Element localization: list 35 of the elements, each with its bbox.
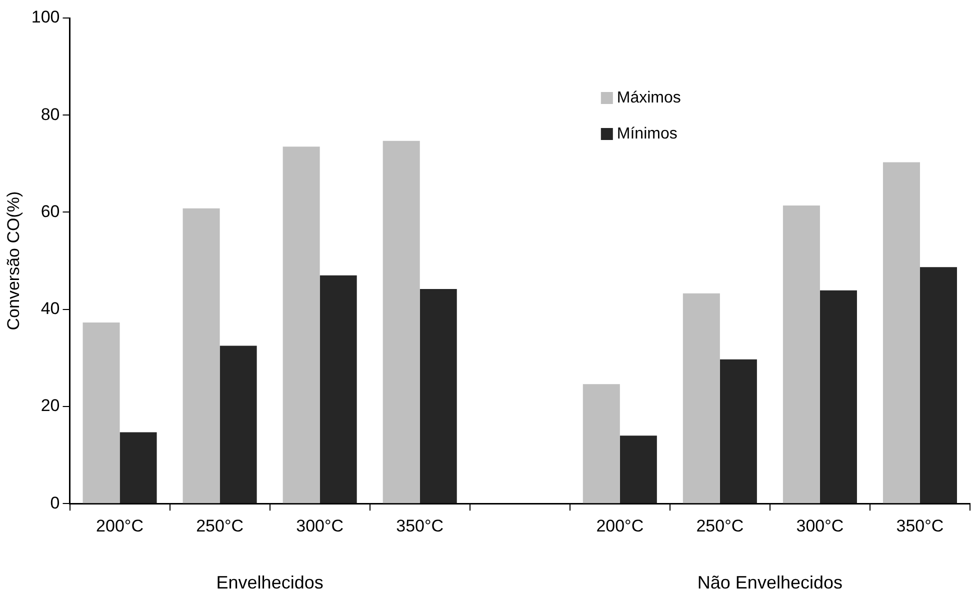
bar bbox=[82, 322, 120, 504]
y-axis-title: Conversão CO(%) bbox=[4, 191, 23, 330]
x-tick-label: 350°C bbox=[896, 516, 944, 536]
bar bbox=[282, 146, 320, 504]
y-tick-label: 80 bbox=[40, 104, 60, 124]
bar bbox=[820, 290, 857, 504]
legend-label: Mínimos bbox=[616, 125, 678, 142]
y-tick-label: 40 bbox=[40, 299, 60, 318]
bar bbox=[120, 432, 157, 504]
x-tick-label: 250°C bbox=[696, 516, 744, 536]
x-tick-label: 300°C bbox=[296, 516, 344, 536]
bar bbox=[720, 359, 757, 504]
y-tick-label: 0 bbox=[50, 493, 60, 512]
x-tick-label: 350°C bbox=[396, 516, 444, 536]
x-tick-label: 300°C bbox=[796, 516, 844, 536]
y-tick-label: 60 bbox=[40, 202, 60, 221]
bar bbox=[382, 140, 420, 504]
bar bbox=[620, 436, 657, 504]
bar bbox=[582, 384, 620, 504]
bar bbox=[882, 162, 920, 504]
bar bbox=[682, 293, 720, 504]
bar bbox=[920, 267, 957, 504]
x-tick-label: 200°C bbox=[596, 516, 644, 536]
x-tick-label: 200°C bbox=[96, 516, 144, 536]
text: Envelhecidos bbox=[216, 572, 324, 593]
y-tick-label: 100 bbox=[31, 8, 60, 27]
legend-label: Máximos bbox=[616, 89, 681, 106]
bar bbox=[420, 288, 457, 504]
bar bbox=[320, 275, 357, 504]
bar bbox=[220, 346, 257, 504]
y-tick-label: 20 bbox=[40, 396, 60, 416]
x-tick-label: 250°C bbox=[196, 516, 244, 536]
text: Não Envelhecidos bbox=[697, 572, 842, 593]
bar bbox=[182, 208, 220, 504]
bar bbox=[782, 205, 820, 504]
